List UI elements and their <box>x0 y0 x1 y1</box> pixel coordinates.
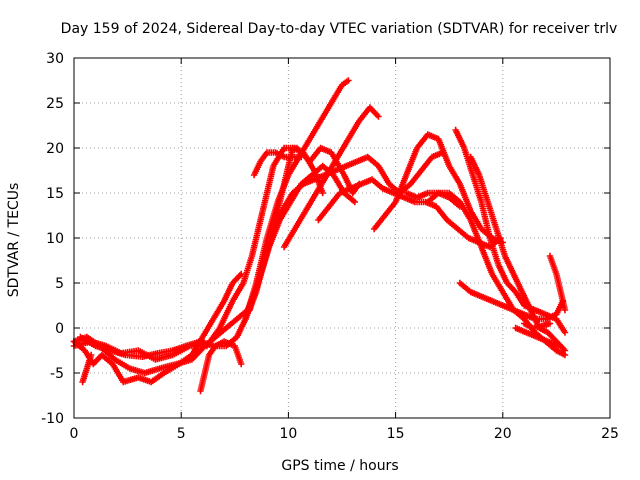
x-tick-label: 5 <box>177 426 186 442</box>
data-series-track-16 <box>521 320 554 332</box>
data-point-marker <box>298 153 305 161</box>
data-series-track-11 <box>370 131 506 246</box>
data-point-marker <box>238 360 245 368</box>
data-point-marker <box>345 77 352 84</box>
data-series-track-19 <box>250 149 305 179</box>
y-tick-label: 5 <box>55 276 64 292</box>
x-tick-label: 25 <box>601 426 619 442</box>
data-point-marker <box>555 342 562 350</box>
data-point-marker <box>561 329 569 336</box>
data-series-track-18 <box>546 252 569 314</box>
x-tick-label: 10 <box>279 426 297 442</box>
data-series-track-20 <box>424 189 464 210</box>
data-point-marker <box>375 113 382 120</box>
y-tick-label: 0 <box>55 321 64 337</box>
data-point-marker <box>238 270 245 278</box>
chart-title: Day 159 of 2024, Sidereal Day-to-day VTE… <box>61 21 618 37</box>
data-series-track-17 <box>512 324 562 350</box>
data-point-marker <box>456 203 464 210</box>
y-axis-label: SDTVAR / TECUs <box>6 183 22 298</box>
x-tick-label: 15 <box>387 426 405 442</box>
x-axis-label: GPS time / hours <box>281 458 398 474</box>
label-layer: Day 159 of 2024, Sidereal Day-to-day VTE… <box>6 21 617 474</box>
data-point-marker <box>546 320 554 327</box>
y-tick-label: -5 <box>50 366 64 382</box>
data-point-marker <box>351 198 359 206</box>
data-series-track-5 <box>79 351 95 386</box>
y-tick-label: 30 <box>46 51 64 67</box>
data-point-marker <box>87 351 95 359</box>
data-point-marker <box>561 306 569 314</box>
data-series-track-4 <box>70 270 245 386</box>
y-tick-label: 15 <box>46 186 64 202</box>
x-tick-label: 0 <box>70 426 79 442</box>
data-point-marker <box>319 189 326 197</box>
y-tick-label: 20 <box>46 141 64 157</box>
data-series-track-6 <box>197 338 245 395</box>
tick-layer: 0 5 10 15 20 25 -10 -5 0 5 10 15 20 25 30 <box>41 51 619 442</box>
x-tick-label: 20 <box>494 426 512 442</box>
y-tick-label: 10 <box>46 231 64 247</box>
y-tick-label: -10 <box>41 411 64 427</box>
data-point-marker <box>561 351 569 359</box>
y-tick-label: 25 <box>46 96 64 112</box>
series-layer <box>70 77 569 395</box>
